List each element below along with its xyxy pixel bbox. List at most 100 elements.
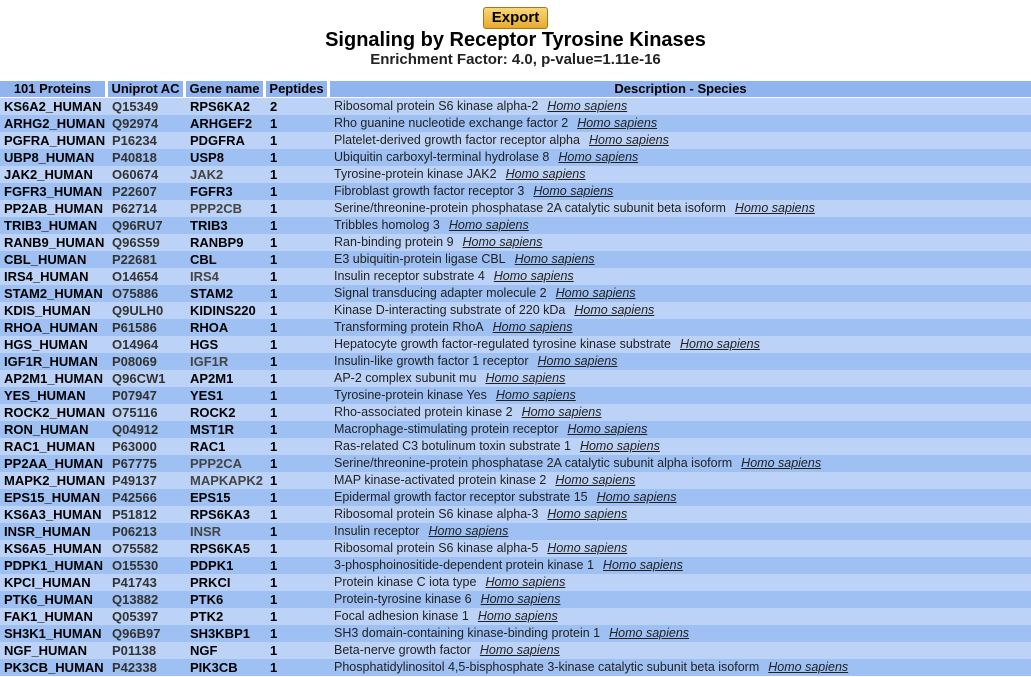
protein-id[interactable]: PP2AA_HUMAN (0, 455, 108, 472)
table-row[interactable]: NGF_HUMAN P01138 NGF 1 Beta-nerve growth fac… (0, 642, 1031, 659)
table-row[interactable]: KS6A2_HUMAN Q15349 RPS6KA2 2 Ribosomal prote… (0, 98, 1031, 115)
gene-name[interactable]: TRIB3 (186, 217, 266, 234)
table-row[interactable]: ARHG2_HUMAN Q92974 ARHGEF2 1 Rho guanine nuc… (0, 115, 1031, 132)
table-row[interactable]: KPCI_HUMAN P41743 PRKCI 1 Protein kinase C i… (0, 574, 1031, 591)
gene-name[interactable]: RPS6KA5 (186, 540, 266, 557)
uniprot-ac[interactable]: P42338 (108, 659, 186, 676)
table-row[interactable]: INSR_HUMAN P06213 INSR 1 Insulin receptor Hom… (0, 523, 1031, 540)
species-link[interactable]: Homo sapiens (679, 337, 760, 351)
species-link[interactable]: Homo sapiens (547, 541, 628, 555)
export-button[interactable]: Export (482, 7, 549, 29)
table-row[interactable]: YES_HUMAN P07947 YES1 1 Tyrosine-protein kin… (0, 387, 1031, 404)
species-link[interactable]: Homo sapiens (547, 507, 628, 521)
gene-name[interactable]: CBL (186, 251, 266, 268)
uniprot-ac[interactable]: O75116 (108, 404, 186, 421)
gene-name[interactable]: RHOA (186, 319, 266, 336)
gene-name[interactable]: PPP2CA (186, 455, 266, 472)
protein-id[interactable]: KS6A2_HUMAN (0, 98, 108, 115)
uniprot-ac[interactable]: O75886 (108, 285, 186, 302)
uniprot-ac[interactable]: P51812 (108, 506, 186, 523)
species-link[interactable]: Homo sapiens (428, 524, 509, 538)
gene-name[interactable]: EPS15 (186, 489, 266, 506)
protein-id[interactable]: PDPK1_HUMAN (0, 557, 108, 574)
uniprot-ac[interactable]: O15530 (108, 557, 186, 574)
species-link[interactable]: Homo sapiens (493, 269, 574, 283)
uniprot-ac[interactable]: O75582 (108, 540, 186, 557)
uniprot-ac[interactable]: P06213 (108, 523, 186, 540)
uniprot-ac[interactable]: Q15349 (108, 98, 186, 115)
gene-name[interactable]: SH3KBP1 (186, 625, 266, 642)
uniprot-ac[interactable]: P40818 (108, 149, 186, 166)
table-row[interactable]: PTK6_HUMAN Q13882 PTK6 1 Protein-tyrosine ki… (0, 591, 1031, 608)
gene-name[interactable]: HGS (186, 336, 266, 353)
table-row[interactable]: TRIB3_HUMAN Q96RU7 TRIB3 1 Tribbles homolog … (0, 217, 1031, 234)
protein-id[interactable]: INSR_HUMAN (0, 523, 108, 540)
header-uniprot-ac[interactable]: Uniprot AC (108, 81, 186, 98)
table-row[interactable]: PK3CB_HUMAN P42338 PIK3CB 1 Phosphatidylinos… (0, 659, 1031, 676)
protein-id[interactable]: SH3K1_HUMAN (0, 625, 108, 642)
uniprot-ac[interactable]: Q9ULH0 (108, 302, 186, 319)
species-link[interactable]: Homo sapiens (579, 439, 660, 453)
protein-id[interactable]: HGS_HUMAN (0, 336, 108, 353)
uniprot-ac[interactable]: Q96RU7 (108, 217, 186, 234)
uniprot-ac[interactable]: Q96S59 (108, 234, 186, 251)
uniprot-ac[interactable]: P63000 (108, 438, 186, 455)
protein-id[interactable]: EPS15_HUMAN (0, 489, 108, 506)
protein-id[interactable]: KS6A3_HUMAN (0, 506, 108, 523)
gene-name[interactable]: RAC1 (186, 438, 266, 455)
species-link[interactable]: Homo sapiens (537, 354, 618, 368)
table-row[interactable]: SH3K1_HUMAN Q96B97 SH3KBP1 1 SH3 domain-cont… (0, 625, 1031, 642)
uniprot-ac[interactable]: Q96CW1 (108, 370, 186, 387)
species-link[interactable]: Homo sapiens (533, 184, 614, 198)
table-row[interactable]: JAK2_HUMAN O60674 JAK2 1 Tyrosine-protein ki… (0, 166, 1031, 183)
uniprot-ac[interactable]: P42566 (108, 489, 186, 506)
uniprot-ac[interactable]: Q96B97 (108, 625, 186, 642)
protein-id[interactable]: PP2AB_HUMAN (0, 200, 108, 217)
table-row[interactable]: RANB9_HUMAN Q96S59 RANBP9 1 Ran-binding prot… (0, 234, 1031, 251)
uniprot-ac[interactable]: P41743 (108, 574, 186, 591)
gene-name[interactable]: MAPKAPK2 (186, 472, 266, 489)
protein-id[interactable]: TRIB3_HUMAN (0, 217, 108, 234)
table-row[interactable]: PP2AA_HUMAN P67775 PPP2CA 1 Serine/threonine… (0, 455, 1031, 472)
gene-name[interactable]: STAM2 (186, 285, 266, 302)
gene-name[interactable]: PDGFRA (186, 132, 266, 149)
table-row[interactable]: RHOA_HUMAN P61586 RHOA 1 Transforming protei… (0, 319, 1031, 336)
protein-id[interactable]: UBP8_HUMAN (0, 149, 108, 166)
table-row[interactable]: STAM2_HUMAN O75886 STAM2 1 Signal transducin… (0, 285, 1031, 302)
species-link[interactable]: Homo sapiens (574, 303, 655, 317)
uniprot-ac[interactable]: Q04912 (108, 421, 186, 438)
gene-name[interactable]: JAK2 (186, 166, 266, 183)
uniprot-ac[interactable]: O14654 (108, 268, 186, 285)
table-row[interactable]: MAPK2_HUMAN P49137 MAPKAPK2 1 MAP kinase-act… (0, 472, 1031, 489)
species-link[interactable]: Homo sapiens (602, 558, 683, 572)
protein-id[interactable]: MAPK2_HUMAN (0, 472, 108, 489)
uniprot-ac[interactable]: P49137 (108, 472, 186, 489)
table-row[interactable]: EPS15_HUMAN P42566 EPS15 1 Epidermal growth … (0, 489, 1031, 506)
uniprot-ac[interactable]: P67775 (108, 455, 186, 472)
protein-id[interactable]: PTK6_HUMAN (0, 591, 108, 608)
table-row[interactable]: UBP8_HUMAN P40818 USP8 1 Ubiquitin carboxyl-… (0, 149, 1031, 166)
species-link[interactable]: Homo sapiens (567, 422, 648, 436)
species-link[interactable]: Homo sapiens (495, 388, 576, 402)
protein-id[interactable]: IGF1R_HUMAN (0, 353, 108, 370)
species-link[interactable]: Homo sapiens (492, 320, 573, 334)
gene-name[interactable]: MST1R (186, 421, 266, 438)
gene-name[interactable]: PTK6 (186, 591, 266, 608)
header-peptides[interactable]: Peptides (266, 81, 330, 98)
uniprot-ac[interactable]: P08069 (108, 353, 186, 370)
header-proteins[interactable]: 101 Proteins (0, 81, 108, 98)
gene-name[interactable]: PDPK1 (186, 557, 266, 574)
uniprot-ac[interactable]: P01138 (108, 642, 186, 659)
table-row[interactable]: KS6A5_HUMAN O75582 RPS6KA5 1 Ribosomal prote… (0, 540, 1031, 557)
gene-name[interactable]: USP8 (186, 149, 266, 166)
gene-name[interactable]: IGF1R (186, 353, 266, 370)
species-link[interactable]: Homo sapiens (485, 575, 566, 589)
protein-id[interactable]: NGF_HUMAN (0, 642, 108, 659)
gene-name[interactable]: RPS6KA3 (186, 506, 266, 523)
table-row[interactable]: CBL_HUMAN P22681 CBL 1 E3 ubiquitin-protein … (0, 251, 1031, 268)
protein-id[interactable]: FGFR3_HUMAN (0, 183, 108, 200)
protein-id[interactable]: YES_HUMAN (0, 387, 108, 404)
table-row[interactable]: IRS4_HUMAN O14654 IRS4 1 Insulin receptor su… (0, 268, 1031, 285)
gene-name[interactable]: YES1 (186, 387, 266, 404)
gene-name[interactable]: AP2M1 (186, 370, 266, 387)
